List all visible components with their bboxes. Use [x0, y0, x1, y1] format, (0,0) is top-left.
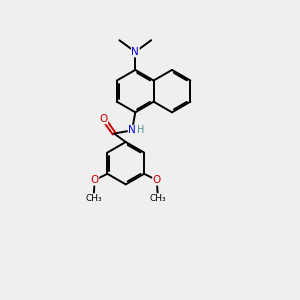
- Text: H: H: [137, 125, 144, 135]
- Text: O: O: [153, 175, 161, 185]
- Text: O: O: [99, 114, 108, 124]
- Text: CH₃: CH₃: [150, 194, 166, 203]
- Text: N: N: [131, 47, 139, 57]
- Text: N: N: [128, 125, 136, 135]
- Text: O: O: [91, 175, 99, 185]
- Text: CH₃: CH₃: [85, 194, 102, 203]
